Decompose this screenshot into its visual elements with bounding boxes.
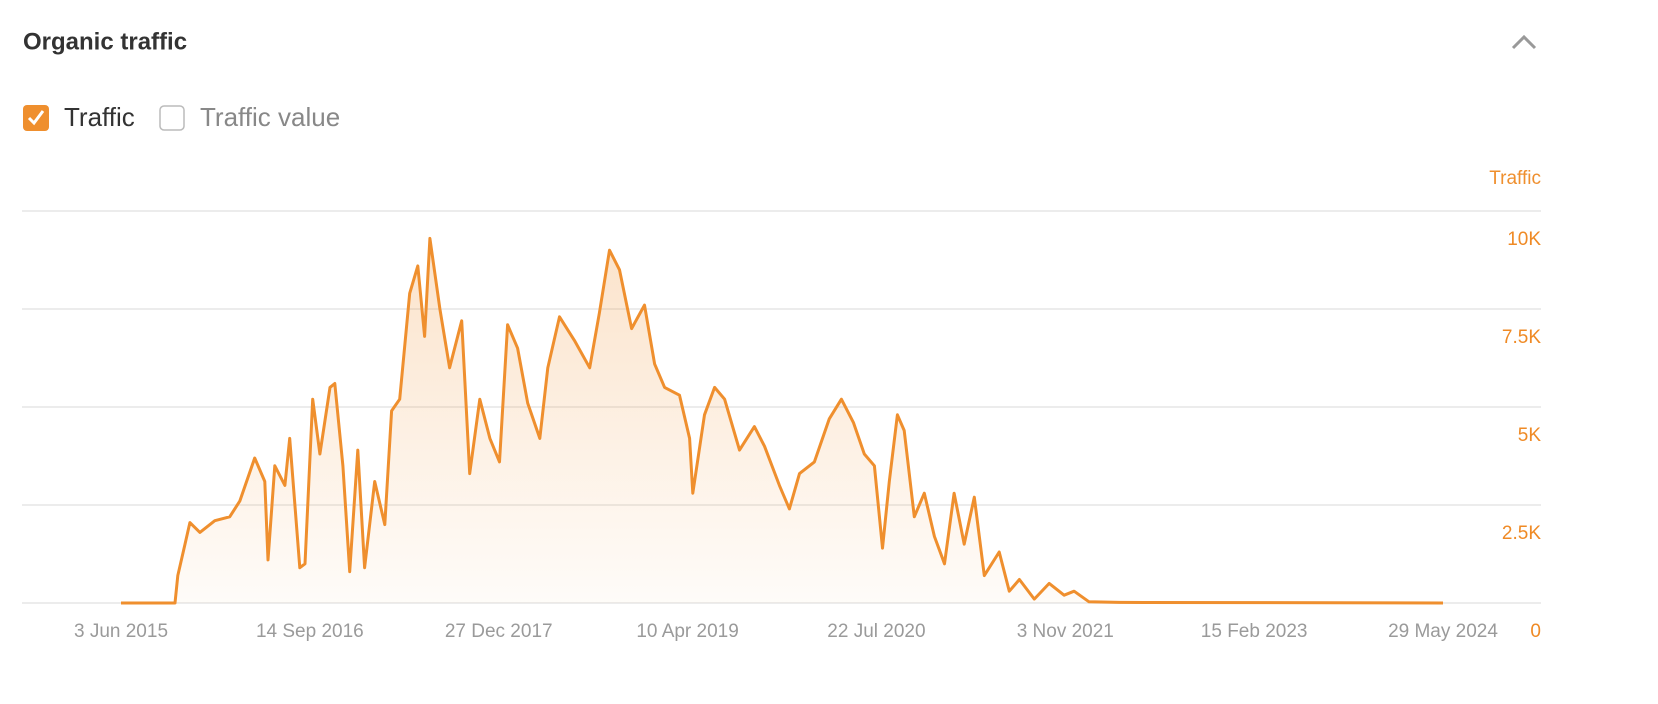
toggle[interactable]: Traffic value bbox=[159, 102, 340, 132]
x-tick-label: 14 Sep 2016 bbox=[256, 621, 364, 642]
x-tick-label: 27 Dec 2017 bbox=[445, 621, 553, 642]
panel-title: Organic traffic bbox=[23, 28, 187, 55]
x-tick-label: 22 Jul 2020 bbox=[827, 621, 925, 642]
y-tick-label: 0 bbox=[1530, 621, 1541, 642]
checkmark bbox=[27, 110, 45, 126]
x-tick-label: 29 May 2024 bbox=[1388, 621, 1498, 642]
y-tick-label: 2.5K bbox=[1502, 523, 1541, 544]
toggle-label[interactable]: Traffic value bbox=[200, 102, 340, 132]
series-toggles: Traffic Traffic value bbox=[23, 102, 340, 132]
area-fill bbox=[121, 238, 1443, 603]
y-tick-label: 10K bbox=[1507, 229, 1541, 250]
x-tick-label: 15 Feb 2023 bbox=[1201, 621, 1308, 642]
x-tick-label: 3 Jun 2015 bbox=[74, 621, 168, 642]
traffic-line bbox=[121, 236, 1444, 605]
y-tick-label: 7.5K bbox=[1502, 327, 1541, 348]
toggle[interactable]: Traffic bbox=[23, 102, 135, 132]
x-tick-label: 10 Apr 2019 bbox=[636, 621, 738, 642]
plot: Traffic 0 2.5K 5K 7.5K 10K 3 Jun 2015 14 Sep 20… bbox=[22, 168, 1541, 642]
collapse-chevron[interactable] bbox=[1511, 34, 1537, 50]
y-axis-title: Traffic bbox=[1489, 168, 1541, 189]
checkbox[interactable] bbox=[159, 105, 185, 131]
x-tick-label: 3 Nov 2021 bbox=[1017, 621, 1114, 642]
toggle-label[interactable]: Traffic bbox=[64, 102, 135, 132]
y-tick-label: 5K bbox=[1518, 425, 1542, 446]
